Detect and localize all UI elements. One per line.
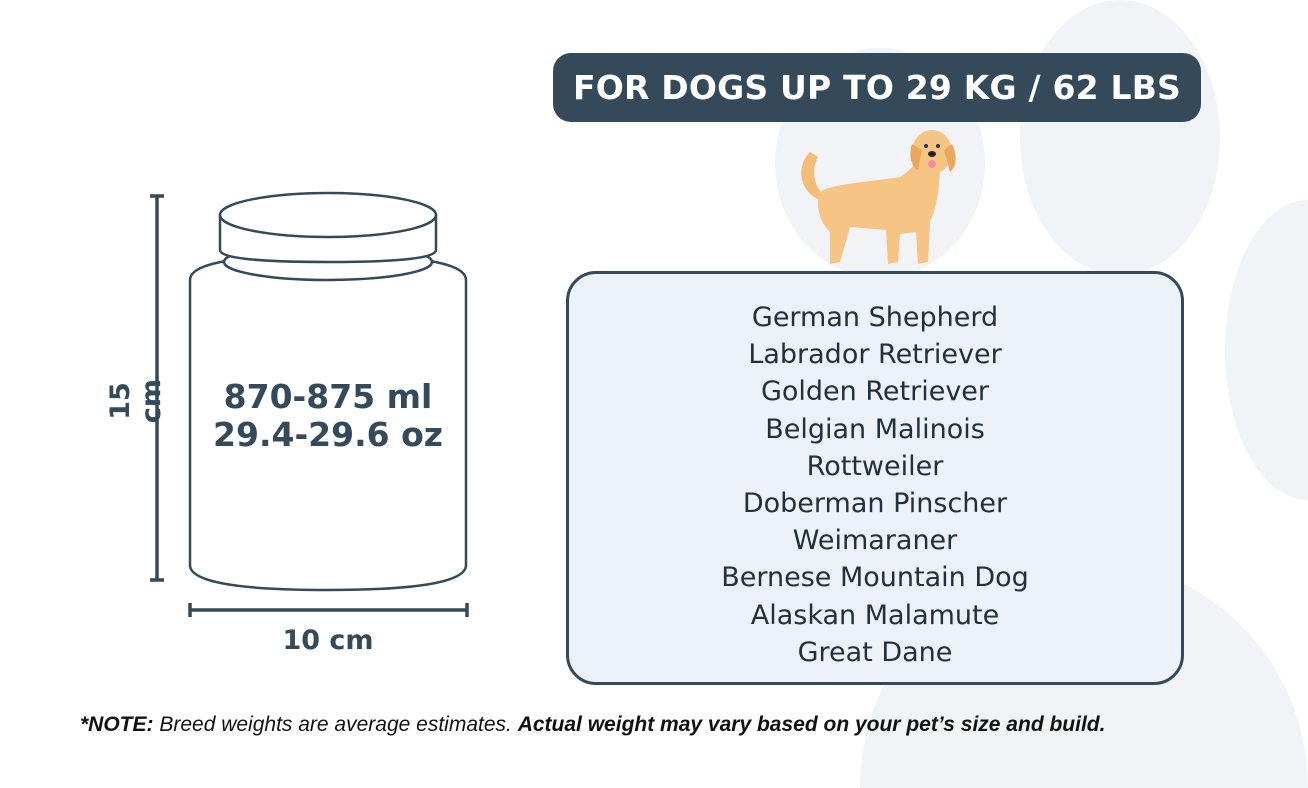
breed-item: Rottweiler — [806, 450, 944, 482]
paw-print-background — [1225, 200, 1308, 500]
breed-item: German Shepherd — [751, 302, 999, 333]
breed-item: Golden Retriever — [760, 376, 990, 408]
breed-list: German Shepherd Labrador Retriever Golde… — [566, 271, 1184, 685]
jar-illustration — [150, 191, 469, 617]
note-prefix: *NOTE: — [80, 713, 154, 736]
volume-ml: 870-875 ml — [223, 377, 433, 416]
breed-item: Great Dane — [797, 636, 953, 668]
dimension-lines — [150, 194, 469, 617]
golden-retriever-illustration — [801, 130, 956, 264]
volume-oz: 29.4-29.6 oz — [213, 415, 443, 454]
height-label: 15 cm — [105, 378, 167, 424]
note-bold: Actual weight may vary based on your pet… — [517, 713, 1106, 736]
width-label: 10 cm — [282, 625, 374, 656]
breed-item: Labrador Retriever — [748, 339, 1002, 371]
breed-item: Bernese Mountain Dog — [721, 562, 1029, 594]
breed-item: Weimaraner — [792, 525, 958, 557]
breed-item: Belgian Malinois — [765, 413, 985, 445]
jar-volume: 870-875 ml 29.4-29.6 oz — [190, 378, 466, 454]
note-italic: Breed weights are average estimates. — [153, 713, 518, 736]
footnote: *NOTE: Breed weights are average estimat… — [80, 713, 1240, 737]
breed-item: Alaskan Malamute — [750, 599, 1000, 631]
banner-title: FOR DOGS UP TO 29 KG / 62 LBS — [572, 68, 1182, 107]
weight-banner: FOR DOGS UP TO 29 KG / 62 LBS — [553, 53, 1201, 122]
breed-item: Doberman Pinscher — [742, 488, 1008, 520]
paw-print-background — [1020, 0, 1220, 275]
